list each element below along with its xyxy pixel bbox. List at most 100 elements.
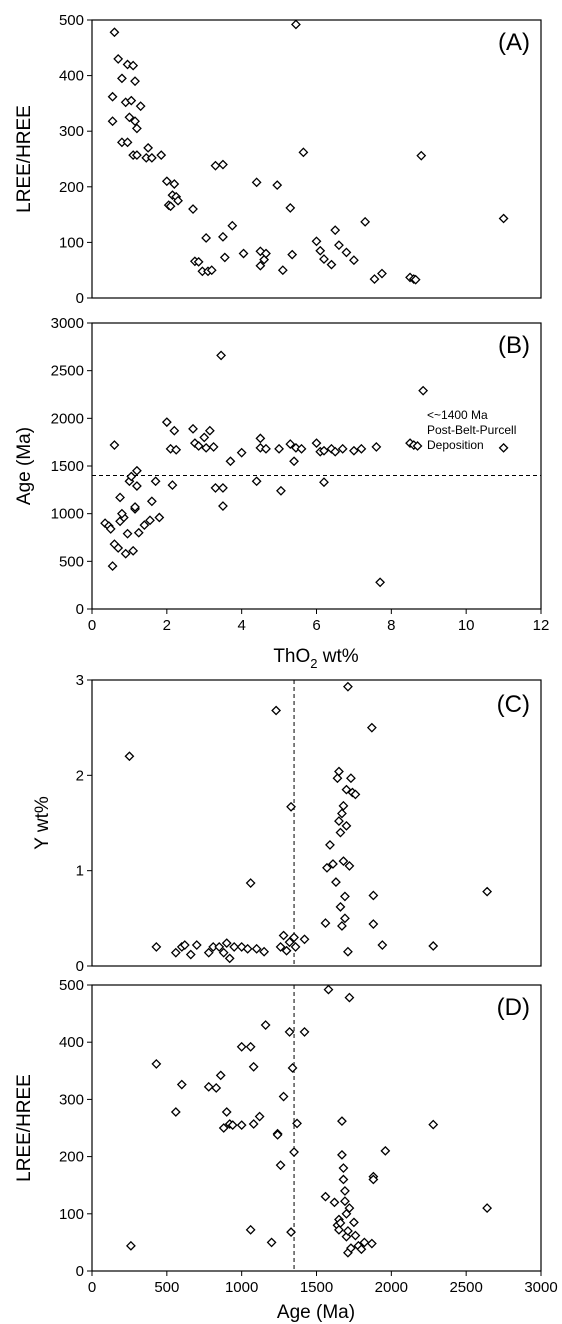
panel-b-label: (B): [498, 332, 530, 359]
panel-a-y-tick-label: 0: [76, 290, 84, 307]
panel-d-x-tick-label: 3000: [524, 1279, 557, 1296]
panel-d-data-point: [340, 1196, 350, 1207]
panel-a-data-point: [169, 179, 180, 189]
panel-c-data-point: [242, 943, 253, 954]
panel-b-data-point: [225, 456, 236, 467]
panel-a-data-point: [410, 274, 421, 285]
panel-b-data-point: [319, 477, 329, 488]
panel-d-x-tick-label: 2500: [449, 1279, 482, 1296]
panel-d-data-point: [236, 1041, 247, 1052]
panel-b-data-point: [371, 442, 382, 452]
panel-d-data-point: [254, 1111, 265, 1122]
panel-c-data-point: [482, 886, 493, 897]
panel-b-data-point: [356, 443, 367, 454]
panel-a-data-point: [107, 116, 118, 127]
panel-d-y-tick-label: 0: [76, 1263, 84, 1280]
panel-c-y-tick-label: 0: [76, 958, 84, 975]
panel-b-data-point: [117, 508, 127, 519]
panel-b-data-point: [171, 444, 182, 455]
panel-b-data-point: [161, 417, 172, 428]
panel-b-data-point: [193, 441, 204, 451]
panel-c-data-point: [275, 942, 286, 952]
panel-b-x-tick-label: 0: [88, 617, 96, 634]
panel-d-y-axis-label: LREE/HREE: [14, 1074, 35, 1182]
panel-c-data-point: [332, 773, 343, 784]
panel-b-y-tick-label: 500: [59, 553, 84, 570]
panel-a-data-point: [218, 231, 228, 242]
panel-b-data-point: [218, 483, 228, 493]
panel-d-data-point: [348, 1217, 359, 1228]
panel-d-data-point: [346, 1243, 356, 1254]
panel-a-label: (A): [498, 29, 530, 56]
panel-b-data-point: [113, 543, 124, 553]
panel-a-data-point: [135, 101, 146, 112]
panel-b-data-point: [289, 456, 299, 467]
panel-a-data-point: [272, 180, 283, 191]
panel-d-data-point: [236, 1120, 247, 1131]
panel-d-points: [125, 984, 493, 1258]
panel-d-data-point: [272, 1129, 283, 1140]
panel-b-data-point: [208, 442, 219, 452]
panel-a-data-point: [261, 248, 271, 259]
panel-c-data-point: [281, 945, 292, 956]
panel-d-data-point: [260, 1020, 271, 1030]
panel-a: 0 100 200 300 400 500 (A) LREE/HREE: [14, 12, 542, 307]
panel-b-data-point: [131, 465, 142, 476]
panel-b-x-axis-label-part2: wt%: [318, 646, 359, 667]
panel-d-data-point: [323, 984, 334, 995]
panel-c-data-point: [229, 942, 240, 952]
panel-a-data-point: [109, 27, 120, 38]
panel-a-data-point: [130, 76, 140, 87]
panel-c-data-point: [245, 878, 256, 888]
panel-c-data-point: [350, 789, 361, 800]
panel-b-data-point: [296, 443, 307, 454]
panel-c-data-point: [191, 940, 202, 950]
panel-d-data-point: [320, 1191, 331, 1202]
panel-c-data-point: [331, 877, 341, 888]
panel-c-data-point: [340, 913, 350, 924]
panel-b-data-point: [285, 439, 296, 449]
panel-c-data-point: [343, 946, 353, 957]
panel-b-data-point: [255, 442, 266, 453]
panel-a-data-point: [156, 150, 167, 161]
panel-b-data-point: [133, 527, 144, 538]
panel-c-data-point: [328, 859, 338, 869]
panel-c-data-point: [346, 773, 356, 784]
panel-a-data-point: [130, 116, 140, 127]
panel-c-data-point: [290, 942, 301, 952]
panel-a-y-axis-label: LREE/HREE: [14, 105, 35, 213]
panel-b-y-tick-label: 2000: [51, 410, 84, 427]
panel-b-data-point: [131, 481, 142, 491]
panel-d-x-tick-label: 2000: [375, 1279, 408, 1296]
panel-c-ticks: 0 1 2 3: [76, 672, 92, 975]
panel-d-data-point: [227, 1120, 238, 1131]
panel-d-x-tick-label: 500: [154, 1279, 179, 1296]
panel-b-annotation-line-2: Post-Belt-Purcell: [427, 423, 516, 437]
panel-a-data-point: [291, 19, 301, 30]
panel-c-data-point: [344, 860, 355, 871]
panel-d-data-point: [287, 1063, 298, 1073]
panel-a-data-point: [377, 268, 387, 279]
panel-b: 0 500 1000 1500 2000 2500 3000 0 2 4 6 8 10 12 (B) Ag…: [14, 315, 549, 671]
panel-c-data-point: [259, 946, 270, 957]
panel-d-data-point: [292, 1118, 302, 1129]
panel-c-data-point: [368, 890, 379, 901]
panel-b-x-axis-label-part1: ThO: [273, 646, 310, 667]
panel-c-data-point: [325, 840, 335, 850]
panel-b-data-point: [210, 483, 221, 493]
panel-c-data-point: [338, 856, 349, 867]
panel-d-data-point: [343, 1226, 353, 1236]
panel-d-y-tick-label: 500: [59, 977, 84, 994]
panel-b-ticks: 0 500 1000 1500 2000 2500 3000 0 2 4 6 8 10 12: [51, 315, 550, 634]
panel-c-data-point: [338, 800, 349, 811]
panel-a-y-tick-label: 200: [59, 179, 84, 196]
panel-c-frame: [91, 679, 542, 967]
panel-d-data-point: [125, 1240, 136, 1251]
panel-a-data-point: [341, 247, 352, 258]
panel-d-y-tick-label: 300: [59, 1091, 84, 1108]
panel-b-data-point: [139, 520, 150, 531]
panel-c-data-point: [334, 766, 344, 777]
panel-c-label: (C): [497, 691, 530, 718]
panel-a-data-point: [107, 91, 118, 102]
